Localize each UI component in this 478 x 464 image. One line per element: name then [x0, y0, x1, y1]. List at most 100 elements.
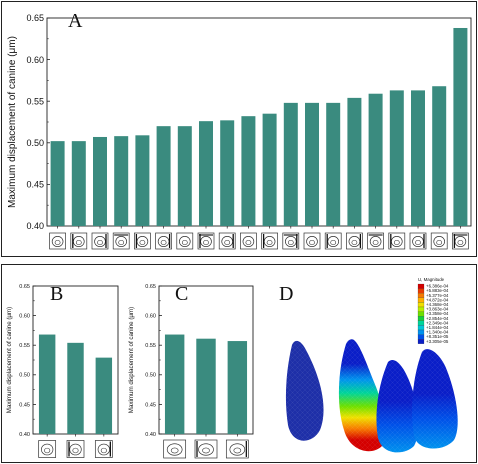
- tooth-section-icon: [452, 232, 469, 250]
- tooth-section-icon: [66, 440, 85, 458]
- bar: [283, 102, 298, 226]
- y-tick-label: 0.55: [19, 343, 30, 349]
- legend-swatch: [417, 283, 425, 289]
- tooth-section-icon: [176, 232, 194, 250]
- panel-label-b: B: [50, 283, 63, 305]
- legend-swatch: [417, 288, 425, 294]
- legend-swatch: [417, 293, 425, 298]
- legend-swatch: [417, 306, 425, 312]
- y-tick-label: 0.55: [145, 343, 156, 349]
- bar: [114, 136, 129, 226]
- bar: [93, 136, 107, 226]
- tooth-section-icon: [409, 232, 427, 250]
- y-tick-label: 0.65: [145, 284, 156, 290]
- y-tick-label: 0.60: [26, 55, 44, 65]
- bar: [50, 141, 65, 226]
- y-tick-label: 0.50: [145, 373, 156, 379]
- y-axis-label: Maximum displacement of canine (μm): [6, 307, 13, 413]
- chart-b: 0.40 0.45 0.50 0.55 0.60 0.65 Maximum displace…: [6, 284, 119, 458]
- legend-level: +2.854e-04: [426, 316, 449, 321]
- panel-label-c: C: [175, 283, 188, 305]
- legend-swatch: [417, 334, 425, 340]
- bar: [305, 102, 319, 226]
- tooth-section-icon: [261, 232, 278, 250]
- bar: [196, 338, 216, 434]
- bar: [411, 90, 425, 226]
- legend-swatch: [417, 320, 425, 326]
- panel-label-d: D: [279, 283, 293, 305]
- tooth-section-icon: [38, 440, 57, 458]
- tooth-section-icon: [91, 232, 109, 250]
- tooth-section-icon: [194, 439, 218, 459]
- legend-level: +3.863e-04: [426, 307, 449, 312]
- bar: [156, 126, 171, 226]
- y-tick-label: 0.40: [145, 432, 156, 438]
- tooth-section-icon: [240, 232, 257, 250]
- tooth-section-icon: [94, 440, 113, 458]
- tooth-section-icon: [303, 232, 321, 250]
- bar: [262, 113, 277, 226]
- tooth-section-icon: [112, 232, 130, 250]
- bar: [432, 86, 447, 226]
- panel-bcd-frame: [1, 264, 477, 463]
- legend-swatch: [417, 297, 425, 303]
- legend-swatch: [417, 316, 425, 321]
- bar: [199, 121, 213, 226]
- tooth-section-icon: [430, 232, 448, 250]
- bar: [326, 102, 341, 226]
- legend-swatch: [417, 325, 425, 331]
- legend-level: +4.872e-04: [426, 297, 449, 302]
- legend-level: +2.349e-04: [426, 320, 449, 325]
- bar: [95, 357, 113, 434]
- bar: [71, 141, 86, 226]
- y-tick-label: 0.55: [26, 96, 44, 106]
- bar: [368, 93, 383, 226]
- tooth-section-icon: [49, 232, 66, 250]
- panel-a-frame: [1, 1, 477, 257]
- chart-a: 0.40 0.45 0.50 0.55 0.60 0.65 Maximum displace…: [7, 13, 472, 250]
- tooth-section-icon: [70, 232, 88, 250]
- y-tick-label: 0.40: [26, 221, 44, 231]
- y-tick-label: 0.50: [26, 138, 44, 148]
- contour-legend: U, Magnitude +6.386e-04+5.883e-04+5.377e…: [417, 277, 449, 344]
- y-tick-label: 0.45: [26, 180, 44, 190]
- legend-level: +6.386e-04: [426, 284, 449, 289]
- panel-label-a: A: [68, 10, 83, 32]
- bar: [453, 27, 468, 227]
- legend-swatch: [417, 302, 425, 308]
- contour-legend-title: U, Magnitude: [418, 277, 445, 282]
- y-tick-label: 0.60: [19, 314, 30, 320]
- legend-level: +3.305e-05: [426, 339, 449, 344]
- tooth-section-icon: [367, 232, 384, 250]
- legend-level: +5.377e-04: [426, 293, 449, 298]
- fe-contour-panel: U, Magnitude +6.386e-04+5.883e-04+5.377e…: [285, 277, 458, 453]
- y-tick-label: 0.50: [19, 373, 30, 379]
- y-tick-label: 0.40: [19, 432, 30, 438]
- y-tick-label: 0.45: [19, 402, 30, 408]
- tooth-section-icon: [346, 232, 363, 250]
- y-axis-label: Maximum displacement of canine (μm): [7, 36, 18, 208]
- tooth-section-icon: [388, 232, 406, 250]
- chart-c: 0.40 0.45 0.50 0.55 0.60 0.65 Maximum displace…: [128, 284, 254, 459]
- tooth-section-icon: [324, 232, 342, 250]
- tooth-section-icon: [155, 232, 172, 250]
- bar: [135, 135, 150, 226]
- legend-swatch: [417, 339, 425, 344]
- bar: [38, 334, 56, 434]
- legend-swatch: [417, 329, 425, 335]
- legend-level: +1.340e-04: [426, 330, 449, 335]
- legend-level: +3.358e-04: [426, 311, 449, 316]
- y-tick-label: 0.45: [145, 402, 156, 408]
- y-tick-label: 0.60: [145, 314, 156, 320]
- tooth-section-icon: [197, 232, 215, 250]
- y-tick-label: 0.65: [26, 13, 44, 23]
- tooth-section-icon: [282, 232, 300, 250]
- bar: [220, 120, 235, 226]
- legend-level: +1.844e-04: [426, 325, 449, 330]
- bar: [241, 116, 256, 226]
- bar: [67, 342, 84, 434]
- tooth-section-icon: [163, 439, 187, 459]
- plot-area: [46, 17, 472, 227]
- tooth-section-icon: [218, 232, 236, 250]
